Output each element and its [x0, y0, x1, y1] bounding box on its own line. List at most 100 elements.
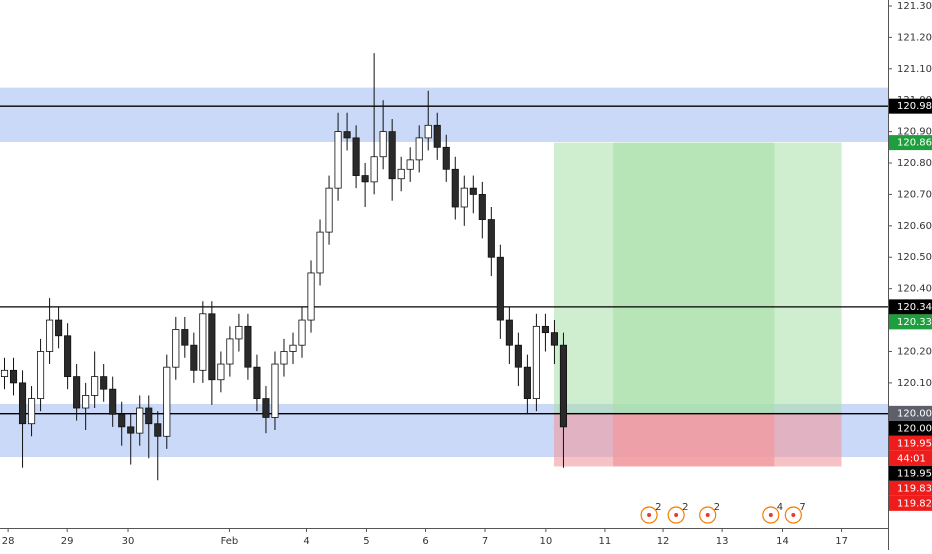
price-label: 120.342 [897, 302, 932, 313]
event-count: 2 [714, 502, 720, 513]
x-tick-label: 4 [303, 536, 309, 547]
price-label: 120.002 [897, 423, 932, 434]
candle-body [0, 369, 9, 378]
event-count: 2 [655, 502, 661, 513]
candle-body [73, 376, 81, 409]
price-label: 120.981 [897, 101, 932, 112]
price-label: 120.003 [897, 408, 932, 419]
candle-body [514, 344, 522, 368]
candle-body [109, 388, 117, 415]
price-label-bg [889, 314, 932, 330]
candle-body [136, 407, 144, 434]
x-tick-label: 14 [776, 536, 789, 547]
x-tick-label: 7 [482, 536, 488, 547]
x-tick-label: 17 [835, 536, 848, 547]
candle-body [190, 344, 198, 371]
candle-body [415, 137, 423, 161]
x-tick-label: 11 [599, 536, 612, 547]
x-tick-label: Feb [221, 536, 239, 547]
x-tick-label: 13 [716, 536, 729, 547]
price-label: 120.865 [897, 138, 932, 149]
candle-body [199, 313, 207, 371]
candle-body [253, 366, 261, 399]
y-tick-label: 120.800 [897, 158, 932, 169]
y-tick-label: 121.100 [897, 64, 932, 75]
price-label-bg [889, 98, 932, 114]
candle-body [433, 124, 441, 148]
price-label: 119.828 [897, 498, 932, 509]
candle-body [550, 332, 558, 346]
y-tick-label: 120.200 [897, 346, 932, 357]
candle-body [496, 256, 504, 321]
x-tick-label: 29 [61, 536, 74, 547]
y-tick-label: 120.900 [897, 127, 932, 138]
event-dot [674, 513, 679, 517]
price-label-bg [889, 435, 932, 451]
event-dot [705, 513, 710, 517]
y-tick-label: 120.500 [897, 252, 932, 263]
x-tick-label: 5 [363, 536, 369, 547]
candle-body [460, 187, 468, 208]
price-label: 44:01 [897, 453, 926, 464]
candle-body [208, 313, 216, 381]
candle-body [361, 175, 369, 183]
x-tick-label: 28 [2, 536, 15, 547]
candle-body [505, 319, 513, 346]
candle-body [478, 194, 486, 220]
candle-body [127, 426, 135, 434]
candle-body [18, 382, 27, 425]
candle-body [442, 146, 450, 170]
event-dot [791, 513, 796, 517]
price-label-bg [889, 480, 932, 496]
candle-body [406, 159, 414, 170]
price-label-bg [889, 299, 932, 315]
candle-body [523, 366, 531, 399]
candle-body [352, 137, 360, 176]
candle-body [262, 398, 270, 418]
event-dot [768, 513, 773, 517]
candle-body [388, 131, 396, 180]
candle-body [289, 344, 297, 352]
price-label-bg [889, 405, 932, 421]
candle-body [118, 413, 126, 428]
y-tick-label: 120.600 [897, 221, 932, 232]
candle-body [325, 187, 333, 233]
plot-area [0, 53, 888, 481]
loss-area-inner [613, 413, 775, 467]
candle-body [235, 325, 243, 340]
candle-body [217, 363, 225, 381]
x-tick-label: 12 [657, 536, 670, 547]
x-tick-label: 6 [422, 536, 428, 547]
candle-body [271, 363, 279, 418]
candle-body [244, 325, 252, 368]
candle-body [100, 376, 108, 390]
candle-body [469, 187, 477, 195]
candle-body [451, 168, 459, 208]
price-label-bg [889, 465, 932, 481]
candle-body [424, 124, 432, 139]
candle-body [9, 369, 18, 384]
candle-body [82, 395, 90, 409]
y-tick-label: 121.300 [897, 1, 932, 12]
candle-body [64, 335, 72, 378]
x-tick-label: 10 [540, 536, 553, 547]
candle-body [307, 272, 315, 321]
y-tick-label: 120.400 [897, 284, 932, 295]
candle-body [145, 407, 153, 425]
candle-body [181, 329, 189, 346]
candle-body [397, 168, 405, 180]
candle-body [298, 319, 306, 346]
candle-body [487, 219, 495, 258]
candle-body [280, 351, 288, 365]
y-tick-label: 120.100 [897, 378, 932, 389]
candle-body [172, 329, 180, 368]
price-label-bg [889, 420, 932, 436]
price-label: 119.834 [897, 483, 932, 494]
candle-body [27, 398, 36, 425]
price-label: 119.957 [897, 468, 932, 479]
candle-body [55, 319, 63, 337]
event-count: 7 [799, 502, 805, 513]
event-count: 4 [777, 502, 783, 513]
price-label: 119.958 [897, 438, 932, 449]
